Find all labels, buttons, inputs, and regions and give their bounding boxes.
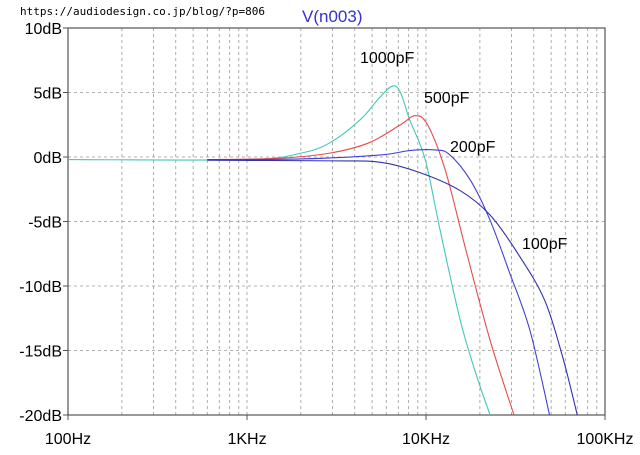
- annotation-100pf: 100pF: [522, 236, 568, 253]
- x-tick-label: 100KHz: [577, 431, 634, 448]
- y-tick-label: 5dB: [34, 86, 62, 103]
- x-axis: 100Hz 1KHz 10KHz 100KHz: [45, 415, 634, 448]
- series-line-500pf: [207, 115, 515, 416]
- series-line-1000pf: [67, 85, 491, 416]
- y-tick-label: -10dB: [19, 279, 62, 296]
- curves: [67, 85, 578, 416]
- series-line-100pf: [207, 159, 578, 416]
- x-tick-label: 1KHz: [227, 431, 266, 448]
- y-tick-label: 0dB: [34, 150, 62, 167]
- y-tick-label: -20dB: [19, 408, 62, 425]
- annotation-500pf: 500pF: [424, 90, 470, 107]
- y-tick-label: -5dB: [28, 215, 62, 232]
- source-url: https://audiodesign.co.jp/blog/?p=806: [20, 5, 265, 18]
- y-tick-label: 10dB: [25, 21, 62, 38]
- x-tick-label: 100Hz: [45, 431, 91, 448]
- x-tick-label: 10KHz: [402, 431, 450, 448]
- series-line-200pf: [207, 149, 551, 416]
- grid: [68, 28, 605, 415]
- y-axis: 10dB 5dB 0dB -5dB -10dB -15dB -20dB: [19, 21, 68, 425]
- annotation-200pf: 200pF: [450, 139, 496, 156]
- y-tick-label: -15dB: [19, 344, 62, 361]
- annotation-1000pf: 1000pF: [360, 50, 414, 67]
- chart-title: V(n003): [302, 7, 362, 26]
